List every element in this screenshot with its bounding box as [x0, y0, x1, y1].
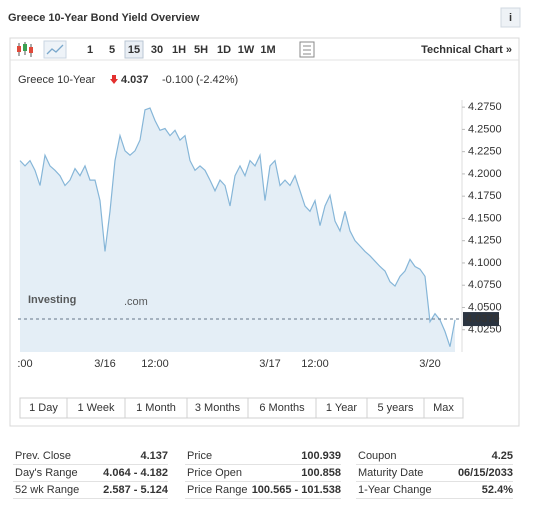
y-tick-label: 4.1250 [468, 235, 502, 247]
y-tick-label: 4.2250 [468, 146, 502, 158]
info-box[interactable] [500, 7, 521, 28]
range-button[interactable]: 3 Months [195, 402, 241, 414]
y-tick-label: 4.1750 [468, 190, 502, 202]
stat-value: 100.565 - 101.538 [252, 484, 341, 496]
y-tick-label: 4.2750 [468, 101, 502, 113]
candle-icon[interactable] [17, 42, 33, 57]
x-tick-label: 3/20 [419, 358, 440, 370]
stat-value: 100.939 [301, 450, 341, 462]
x-tick-label: 12:00 [301, 358, 329, 370]
stat-label: Price [187, 450, 212, 462]
stat-label: Price Range [187, 484, 248, 496]
interval-button[interactable]: 1 [87, 44, 93, 56]
down-arrow [110, 75, 118, 84]
stat-label: Maturity Date [358, 467, 423, 479]
stat-label: Price Open [187, 467, 242, 479]
quote-change: -0.100 [162, 74, 193, 86]
watermark-suffix: .com [124, 296, 148, 308]
area-icon[interactable] [43, 40, 67, 59]
stat-value: 4.064 - 4.182 [103, 467, 168, 479]
interval-button[interactable]: 1D [217, 44, 231, 56]
y-tick-label: 4.1000 [468, 257, 502, 269]
x-tick-label: 12:00 [141, 358, 169, 370]
y-tick-label: 4.2000 [468, 168, 502, 180]
settings-icon[interactable] [299, 41, 315, 58]
x-tick-label: :00 [17, 358, 32, 370]
x-tick-label: 3/16 [94, 358, 115, 370]
stat-label: 1-Year Change [358, 484, 432, 496]
y-tick-label: 4.1500 [468, 212, 502, 224]
interval-active [124, 40, 144, 59]
stat-label: Coupon [358, 450, 397, 462]
range-button[interactable]: 1 Day [29, 402, 58, 414]
interval-button[interactable]: 5 [109, 44, 115, 56]
last-value-box [463, 312, 499, 327]
range-button[interactable]: Max [433, 402, 454, 414]
stat-value: 4.25 [492, 450, 513, 462]
interval-button[interactable]: 1W [238, 44, 255, 56]
stat-value: 2.587 - 5.124 [103, 484, 169, 496]
quote-price: 4.037 [121, 74, 149, 86]
stat-value: 52.4% [482, 484, 513, 496]
title: Greece 10-Year Bond Yield Overview [8, 12, 200, 24]
area-line [19, 107, 456, 347]
watermark: Investing [28, 294, 76, 306]
range-button[interactable]: 1 Year [326, 402, 358, 414]
x-tick-label: 3/17 [259, 358, 280, 370]
last-value-label: 4.0370 [466, 313, 500, 325]
technical-chart-link[interactable]: Technical Chart » [421, 44, 512, 56]
y-tick-label: 4.2500 [468, 123, 502, 135]
stat-label: 52 wk Range [15, 484, 79, 496]
info-icon[interactable]: i [509, 12, 512, 24]
quote-change-pct: (-2.42%) [196, 74, 238, 86]
interval-button[interactable]: 15 [128, 44, 140, 56]
range-button[interactable]: 6 Months [259, 402, 305, 414]
y-tick-label: 4.0250 [468, 324, 502, 336]
quote-name: Greece 10-Year [18, 74, 96, 86]
stat-value: 100.858 [301, 467, 341, 479]
interval-button[interactable]: 5H [194, 44, 208, 56]
stat-label: Prev. Close [15, 450, 71, 462]
interval-button[interactable]: 1H [172, 44, 186, 56]
range-bar [19, 397, 464, 419]
range-button[interactable]: 1 Week [77, 402, 115, 414]
interval-button[interactable]: 30 [151, 44, 163, 56]
range-button[interactable]: 5 years [377, 402, 414, 414]
stat-value: 4.137 [140, 450, 168, 462]
stat-label: Day's Range [15, 467, 78, 479]
interval-button[interactable]: 1M [260, 44, 275, 56]
y-tick-label: 4.0750 [468, 279, 502, 291]
range-button[interactable]: 1 Month [136, 402, 176, 414]
y-tick-label: 4.0500 [468, 301, 502, 313]
area-fill [20, 108, 455, 352]
stat-value: 06/15/2033 [458, 467, 513, 479]
